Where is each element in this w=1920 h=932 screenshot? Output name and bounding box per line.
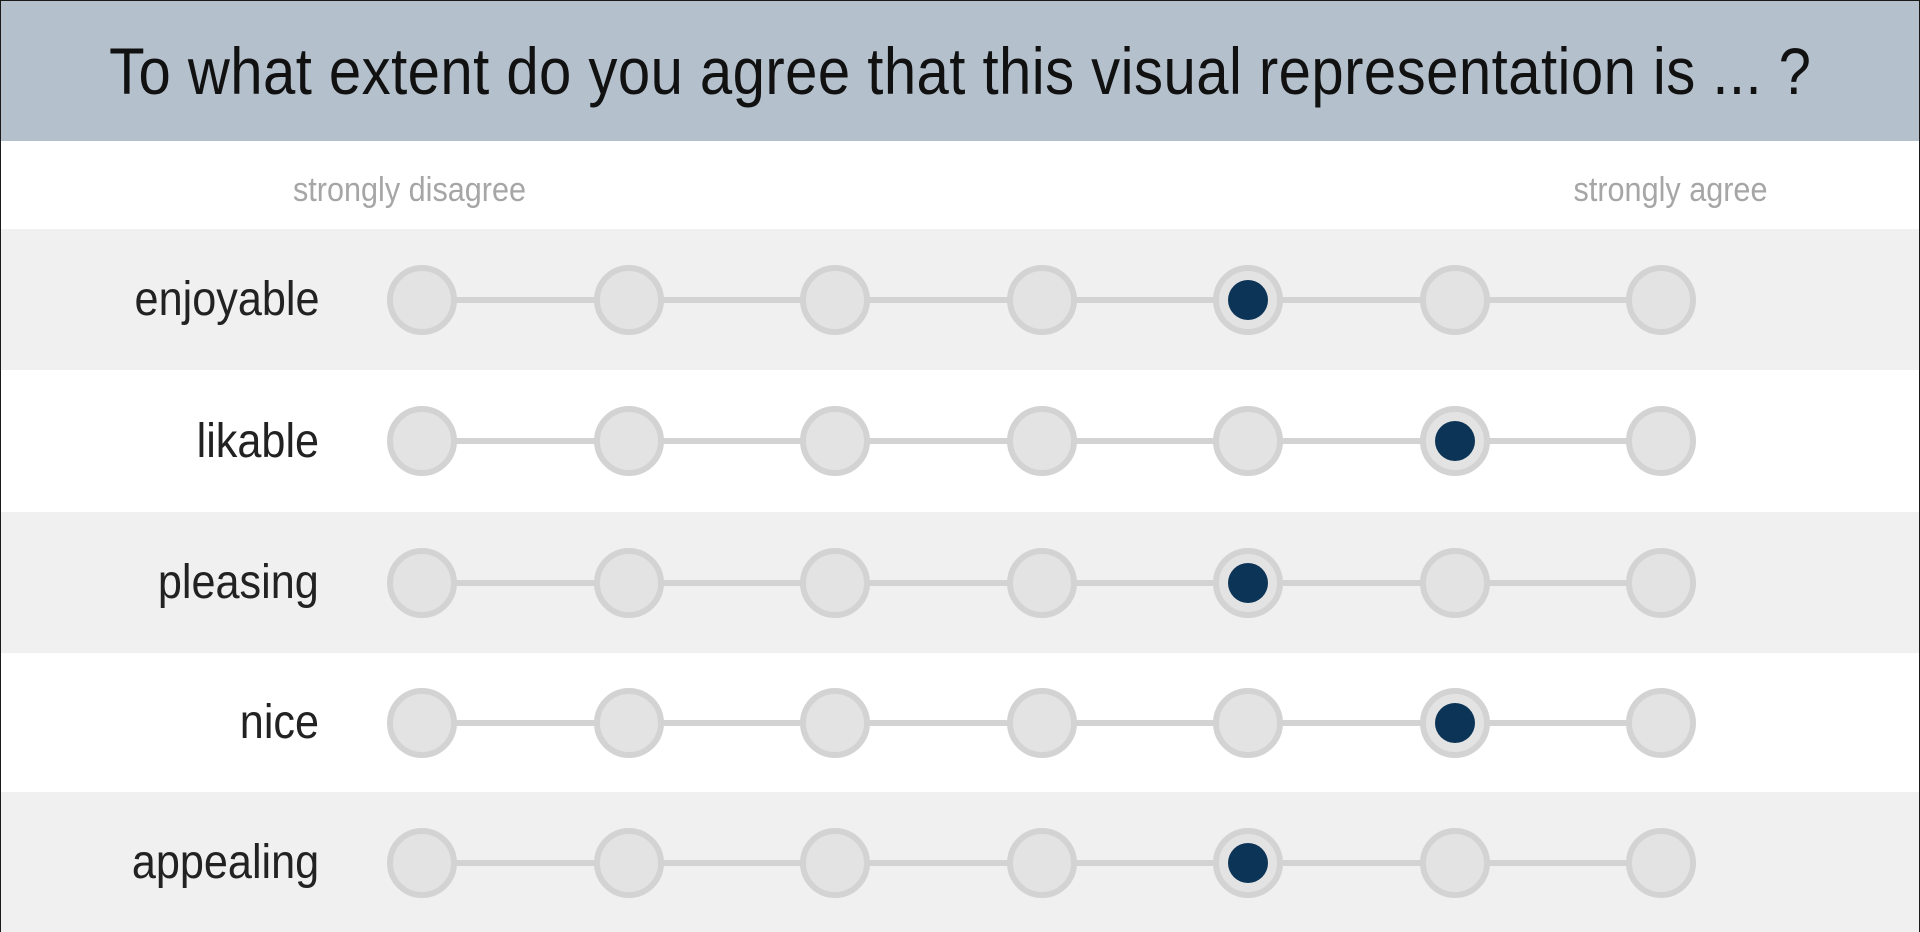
radio-option-1[interactable] — [387, 547, 457, 618]
selected-dot — [1228, 842, 1268, 883]
radio-option-7[interactable] — [1626, 264, 1696, 335]
radio-option-3[interactable] — [800, 687, 870, 758]
selected-dot — [1434, 702, 1475, 743]
scale-max-label: strongly agree — [1573, 171, 1767, 209]
radio-option-4[interactable] — [1006, 827, 1077, 898]
question-title: To what extent do you agree that this vi… — [108, 34, 1812, 108]
radio-option-5[interactable] — [1213, 547, 1283, 618]
radio-option-2[interactable] — [593, 547, 664, 618]
item-label: pleasing — [158, 556, 319, 609]
item-label: nice — [239, 696, 319, 749]
radio-option-1[interactable] — [387, 264, 457, 335]
radio-option-1[interactable] — [387, 406, 457, 476]
radio-option-4[interactable] — [1006, 264, 1077, 335]
radio-option-2[interactable] — [593, 827, 664, 898]
radio-option-6[interactable] — [1419, 264, 1490, 335]
radio-option-4[interactable] — [1006, 687, 1077, 758]
likert-row-enjoyable: enjoyable — [1, 229, 1919, 370]
radio-option-2[interactable] — [593, 406, 664, 476]
radio-option-1[interactable] — [387, 827, 457, 898]
likert-row-likable: likable — [1, 370, 1919, 512]
question-header: To what extent do you agree that this vi… — [1, 1, 1919, 141]
radio-option-7[interactable] — [1626, 827, 1696, 898]
likert-rows: enjoyable likable pleasing nice appealing — [1, 229, 1919, 932]
radio-option-4[interactable] — [1006, 547, 1077, 618]
selected-dot — [1434, 421, 1475, 461]
likert-row-appealing: appealing — [1, 792, 1919, 932]
radio-option-5[interactable] — [1213, 406, 1283, 476]
scale-min-label: strongly disagree — [293, 171, 527, 209]
radio-option-6[interactable] — [1419, 547, 1490, 618]
radio-option-5[interactable] — [1213, 687, 1283, 758]
likert-row-pleasing: pleasing — [1, 512, 1919, 653]
item-label: enjoyable — [134, 273, 319, 326]
radio-option-7[interactable] — [1626, 687, 1696, 758]
selected-dot — [1228, 562, 1268, 603]
radio-option-6[interactable] — [1419, 687, 1490, 758]
radio-option-3[interactable] — [800, 406, 870, 476]
likert-row-nice: nice — [1, 653, 1919, 792]
radio-option-2[interactable] — [593, 687, 664, 758]
radio-option-6[interactable] — [1419, 827, 1490, 898]
selected-dot — [1228, 279, 1268, 320]
radio-option-7[interactable] — [1626, 547, 1696, 618]
radio-option-3[interactable] — [800, 264, 870, 335]
radio-option-5[interactable] — [1213, 827, 1283, 898]
scale-labels: strongly disagree strongly agree — [1, 141, 1919, 229]
radio-option-4[interactable] — [1006, 406, 1077, 476]
radio-option-3[interactable] — [800, 547, 870, 618]
item-label: likable — [196, 414, 319, 468]
radio-option-6[interactable] — [1419, 406, 1490, 476]
radio-option-5[interactable] — [1213, 264, 1283, 335]
item-label: appealing — [131, 836, 319, 889]
radio-option-3[interactable] — [800, 827, 870, 898]
radio-option-7[interactable] — [1626, 406, 1696, 476]
radio-option-1[interactable] — [387, 687, 457, 758]
radio-option-2[interactable] — [593, 264, 664, 335]
